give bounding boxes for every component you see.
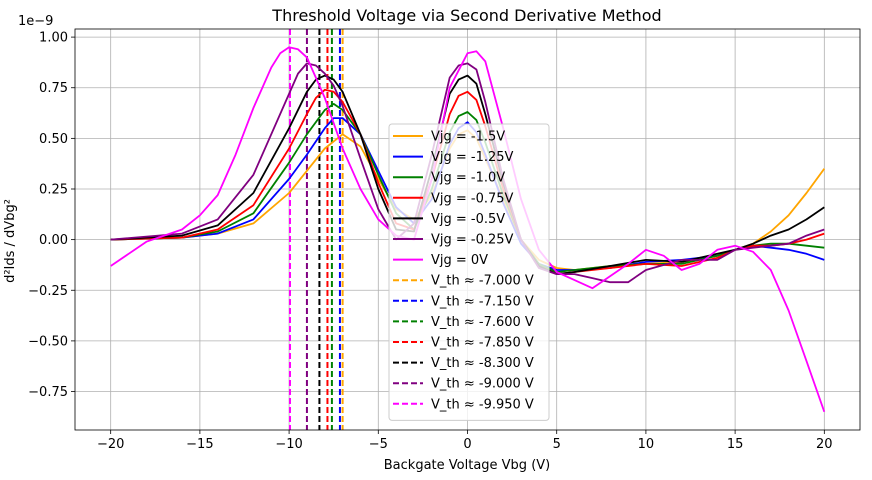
legend-label: V_th ≈ -7.850 V	[431, 336, 534, 351]
x-tick-label: −10	[275, 437, 302, 452]
y-tick-label: −0.25	[28, 284, 68, 299]
x-tick-label: 5	[553, 437, 561, 452]
x-tick-label: 15	[727, 437, 744, 452]
x-tick-label: 10	[638, 437, 655, 452]
series-line	[110, 103, 825, 273]
series-line	[110, 74, 825, 276]
legend-label: Vjg = -1.0V	[431, 171, 505, 186]
y-axis-label: d²Ids / dVbg²	[3, 199, 18, 283]
x-tick-label: 20	[816, 437, 833, 452]
legend-label: Vjg = -0.5V	[431, 212, 505, 227]
legend-label: V_th ≈ -7.600 V	[431, 315, 534, 330]
y-tick-label: 1.00	[39, 31, 68, 46]
x-tick-label: −5	[369, 437, 388, 452]
legend-label: Vjg = -1.5V	[431, 130, 505, 145]
legend-label: Vjg = -0.25V	[431, 233, 514, 248]
x-tick-label: −20	[97, 437, 124, 452]
y-offset-label: 1e−9	[18, 14, 53, 29]
x-tick-label: 0	[463, 437, 471, 452]
y-tick-label: −0.75	[28, 385, 68, 400]
x-tick-label: −15	[186, 437, 213, 452]
tick-labels: −20 −15 −10 −5 0 5 10 15 20 −0.75 −0.50 −0.25 0.00 0.…	[28, 31, 832, 452]
y-tick-label: −0.50	[28, 334, 68, 349]
legend-label: Vjg = -1.25V	[431, 150, 514, 165]
y-tick-label: 0.50	[39, 132, 68, 147]
series-line	[110, 46, 826, 413]
series-line	[110, 62, 825, 284]
legend-label: V_th ≈ -9.000 V	[431, 377, 534, 392]
chart-title: Threshold Voltage via Second Derivative …	[271, 6, 661, 25]
legend-label: Vjg = -0.75V	[431, 191, 514, 206]
y-tick-label: 0.00	[39, 233, 68, 248]
y-tick-label: 0.25	[39, 182, 68, 197]
legend-label: V_th ≈ -8.300 V	[431, 356, 534, 371]
legend-label: V_th ≈ -7.000 V	[431, 274, 534, 289]
legend-label: V_th ≈ -7.150 V	[431, 294, 534, 309]
y-tick-label: 0.75	[39, 81, 68, 96]
legend-label: Vjg = 0V	[431, 253, 488, 268]
axes	[71, 28, 861, 434]
plot-frame	[74, 28, 861, 431]
legend-label: V_th ≈ -9.950 V	[431, 397, 534, 412]
legend: Vjg = -1.5V Vjg = -1.25V Vjg = -1.0V Vjg = …	[388, 123, 550, 421]
legend-box	[388, 123, 550, 421]
series-line	[110, 88, 825, 276]
x-axis-label: Backgate Voltage Vbg (V)	[384, 458, 550, 473]
